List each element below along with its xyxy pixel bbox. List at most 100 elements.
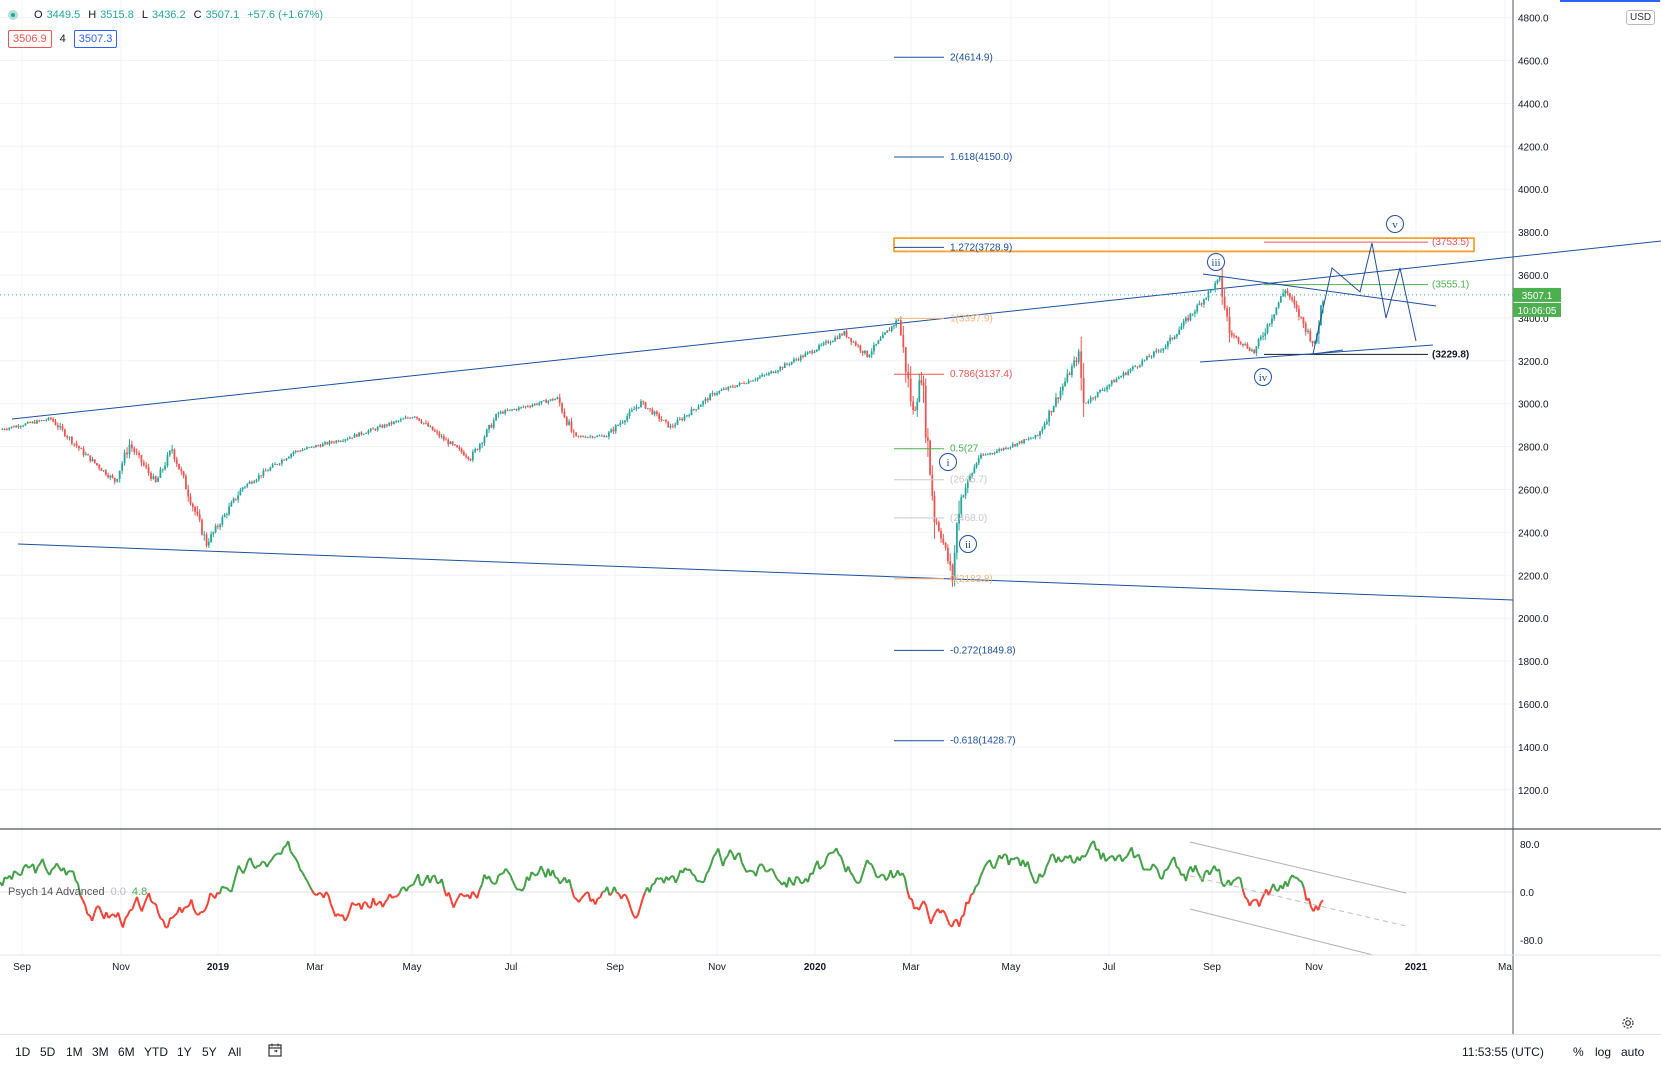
timeframe-3m[interactable]: 3M: [92, 1045, 109, 1059]
fib-level-label: 0.5(27: [950, 444, 979, 455]
candle-body: [1305, 324, 1307, 332]
candle-body: [1199, 303, 1201, 305]
candle-body: [509, 410, 511, 411]
candle-body: [1066, 374, 1068, 382]
candle-body: [244, 487, 246, 488]
candle-body: [500, 412, 502, 413]
osc-segment: [692, 874, 694, 875]
candle-body: [143, 462, 145, 465]
visibility-icon[interactable]: [8, 10, 18, 20]
timeframe-1d[interactable]: 1D: [15, 1045, 30, 1059]
osc-segment: [52, 868, 54, 870]
settings-gear-icon[interactable]: [1621, 1016, 1635, 1030]
candle-body: [985, 454, 987, 455]
candle-body: [306, 448, 308, 450]
fib-level-label: 0.786(3137.4): [950, 369, 1012, 380]
candle-body: [884, 333, 886, 335]
bid-button[interactable]: 3506.9: [8, 30, 52, 48]
low-key: L: [142, 9, 148, 21]
candle-body: [809, 351, 811, 352]
open-key: O: [34, 9, 43, 21]
candle-body: [552, 399, 554, 400]
candle-body: [416, 417, 418, 418]
candle-body: [1194, 312, 1196, 314]
candle-body: [547, 401, 549, 403]
x-tick-label: Jul: [505, 962, 518, 973]
candle-body: [18, 426, 20, 427]
percent-scale-toggle[interactable]: %: [1573, 1045, 1584, 1059]
candle-body: [361, 432, 363, 434]
timeframe-all[interactable]: All: [228, 1045, 241, 1059]
candle-body: [1247, 344, 1249, 348]
candle-body: [511, 410, 513, 411]
candle-body: [841, 334, 843, 335]
candle-body: [513, 409, 515, 410]
timeframe-6m[interactable]: 6M: [118, 1045, 135, 1059]
candle-body: [788, 364, 790, 365]
candle-body: [1090, 398, 1092, 402]
candle-body: [674, 425, 676, 426]
candle-body: [1055, 397, 1057, 406]
candle-body: [126, 453, 128, 455]
y-tick-label: 3600.0: [1518, 271, 1549, 282]
timeframe-1m[interactable]: 1M: [66, 1045, 83, 1059]
currency-label[interactable]: USD: [1626, 10, 1655, 25]
y-tick-label: 2000.0: [1518, 614, 1549, 625]
candle-body: [866, 351, 868, 357]
timeframe-5d[interactable]: 5D: [40, 1045, 55, 1059]
candle-body: [405, 418, 407, 419]
indicator-name: Psych 14 Advanced: [8, 886, 105, 898]
osc-segment: [822, 865, 824, 867]
osc-segment: [276, 853, 278, 854]
candle-body: [1196, 305, 1198, 311]
candle-body: [1224, 297, 1226, 308]
candle-body: [458, 447, 460, 448]
candle-body: [956, 524, 958, 553]
candle-body: [931, 475, 933, 496]
candle-body: [425, 423, 427, 424]
candle-body: [672, 426, 674, 427]
candle-body: [272, 464, 274, 467]
candle-body: [235, 499, 237, 500]
osc-segment: [222, 886, 224, 887]
candle-body: [516, 409, 518, 410]
candle-body: [905, 347, 907, 372]
candle-body: [1106, 387, 1108, 390]
candle-body: [927, 437, 929, 440]
utc-clock[interactable]: 11:53:55 (UTC): [1462, 1045, 1544, 1059]
candle-body: [1028, 438, 1030, 439]
candle-body: [1030, 438, 1032, 439]
price-chart[interactable]: 2(4614.9)1.618(4150.0)1.272(3728.9)1(339…: [0, 0, 1661, 1034]
candle-body: [855, 342, 857, 346]
candle-body: [474, 449, 476, 452]
candle-body: [766, 375, 768, 376]
candle-body: [791, 362, 793, 364]
candle-body: [418, 418, 420, 421]
candle-body: [391, 422, 393, 423]
candle-body: [230, 502, 232, 506]
candle-body: [1039, 431, 1041, 435]
y-tick-label: 4600.0: [1518, 57, 1549, 68]
candle-body: [477, 449, 479, 450]
candle-body: [349, 438, 351, 439]
x-tick-label: Nov: [112, 962, 130, 973]
candle-body: [942, 539, 944, 544]
candle-body: [206, 535, 208, 546]
timeframe-ytd[interactable]: YTD: [144, 1045, 168, 1059]
auto-scale-toggle[interactable]: auto: [1621, 1045, 1644, 1059]
timeframe-5y[interactable]: 5Y: [202, 1045, 217, 1059]
candle-body: [1153, 352, 1155, 357]
candle-body: [351, 438, 353, 439]
candle-body: [1021, 441, 1023, 443]
log-scale-toggle[interactable]: log: [1595, 1045, 1611, 1059]
candle-body: [622, 422, 624, 423]
date-range-icon[interactable]: [268, 1043, 282, 1057]
ask-button[interactable]: 3507.3: [74, 30, 118, 48]
candle-body: [773, 371, 775, 373]
candle-body: [802, 356, 804, 357]
candle-body: [62, 426, 64, 430]
timeframe-1y[interactable]: 1Y: [177, 1045, 192, 1059]
candle-body: [338, 441, 340, 442]
candle-body: [1178, 330, 1180, 335]
osc-segment: [832, 852, 834, 853]
